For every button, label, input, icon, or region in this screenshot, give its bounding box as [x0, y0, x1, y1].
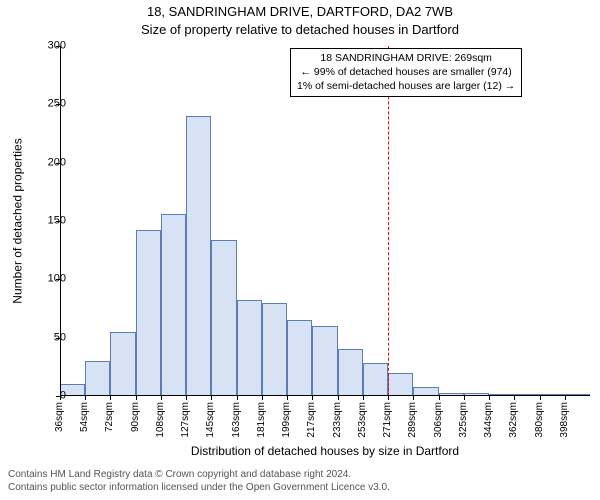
x-tick-mark	[85, 396, 86, 400]
x-tick-mark	[413, 396, 414, 400]
annotation-box: 18 SANDRINGHAM DRIVE: 269sqm ← 99% of de…	[290, 48, 522, 97]
x-tick-label: 362sqm	[509, 402, 519, 438]
histogram-bar	[338, 349, 363, 396]
histogram-bar	[262, 303, 287, 396]
x-tick-mark	[439, 396, 440, 400]
x-tick-label: 145sqm	[206, 402, 216, 438]
x-tick-label: 344sqm	[484, 402, 494, 438]
x-tick-mark	[489, 396, 490, 400]
histogram-bar	[161, 214, 186, 396]
x-tick-label: 72sqm	[105, 402, 115, 432]
histogram-bar	[388, 373, 413, 396]
y-tick-mark	[56, 46, 60, 47]
x-tick-label: 398sqm	[560, 402, 570, 438]
histogram-bar	[136, 230, 161, 396]
x-tick-mark	[565, 396, 566, 400]
x-tick-mark	[110, 396, 111, 400]
y-tick-label: 200	[36, 157, 66, 168]
chart-title-sub: Size of property relative to detached ho…	[0, 22, 600, 37]
y-tick-mark	[56, 338, 60, 339]
x-tick-label: 217sqm	[307, 402, 317, 438]
histogram-bar	[186, 116, 211, 396]
y-tick-mark	[56, 163, 60, 164]
histogram-bar	[363, 363, 388, 396]
x-tick-mark	[287, 396, 288, 400]
x-axis-label: Distribution of detached houses by size …	[60, 444, 590, 458]
histogram-bar	[237, 300, 262, 396]
x-tick-mark	[464, 396, 465, 400]
footer: Contains HM Land Registry data © Crown c…	[8, 469, 390, 494]
x-tick-label: 199sqm	[282, 402, 292, 438]
y-axis-label: Number of detached properties	[10, 46, 26, 396]
x-tick-label: 108sqm	[156, 402, 166, 438]
y-tick-label: 300	[36, 41, 66, 52]
annotation-line-3: 1% of semi-detached houses are larger (1…	[297, 79, 515, 93]
y-tick-label: 0	[36, 391, 66, 402]
x-tick-label: 271sqm	[383, 402, 393, 438]
x-tick-label: 325sqm	[459, 402, 469, 438]
footer-line-2: Contains public sector information licen…	[8, 482, 390, 495]
x-tick-label: 181sqm	[257, 402, 267, 438]
marker-line	[388, 46, 389, 396]
y-tick-label: 150	[36, 216, 66, 227]
x-tick-label: 90sqm	[131, 402, 141, 432]
y-tick-label: 50	[36, 332, 66, 343]
x-tick-label: 233sqm	[333, 402, 343, 438]
x-tick-label: 163sqm	[232, 402, 242, 438]
y-tick-label: 100	[36, 274, 66, 285]
x-tick-label: 54sqm	[80, 402, 90, 432]
plot-border-bottom	[60, 395, 590, 396]
x-tick-mark	[161, 396, 162, 400]
x-tick-mark	[540, 396, 541, 400]
x-tick-label: 36sqm	[55, 402, 65, 432]
x-tick-mark	[388, 396, 389, 400]
y-tick-mark	[56, 279, 60, 280]
bars-container	[60, 46, 590, 396]
x-tick-mark	[363, 396, 364, 400]
x-tick-label: 380sqm	[535, 402, 545, 438]
x-tick-label: 306sqm	[434, 402, 444, 438]
histogram-bar	[211, 240, 236, 396]
chart-title-main: 18, SANDRINGHAM DRIVE, DARTFORD, DA2 7WB	[0, 4, 600, 19]
x-tick-label: 253sqm	[358, 402, 368, 438]
x-tick-mark	[514, 396, 515, 400]
x-tick-mark	[338, 396, 339, 400]
y-tick-mark	[56, 221, 60, 222]
x-tick-mark	[60, 396, 61, 400]
histogram-bar	[110, 332, 135, 396]
plot-area	[60, 46, 590, 396]
y-tick-label: 250	[36, 99, 66, 110]
x-tick-mark	[186, 396, 187, 400]
x-tick-mark	[211, 396, 212, 400]
x-tick-label: 289sqm	[408, 402, 418, 438]
annotation-line-1: 18 SANDRINGHAM DRIVE: 269sqm	[297, 51, 515, 65]
histogram-bar	[312, 326, 337, 396]
histogram-bar	[287, 320, 312, 396]
annotation-line-2: ← 99% of detached houses are smaller (97…	[297, 65, 515, 79]
x-tick-mark	[312, 396, 313, 400]
footer-line-1: Contains HM Land Registry data © Crown c…	[8, 469, 390, 482]
histogram-bar	[85, 361, 110, 396]
x-tick-mark	[237, 396, 238, 400]
y-tick-mark	[56, 104, 60, 105]
x-tick-mark	[262, 396, 263, 400]
x-tick-mark	[136, 396, 137, 400]
x-tick-label: 127sqm	[181, 402, 191, 438]
